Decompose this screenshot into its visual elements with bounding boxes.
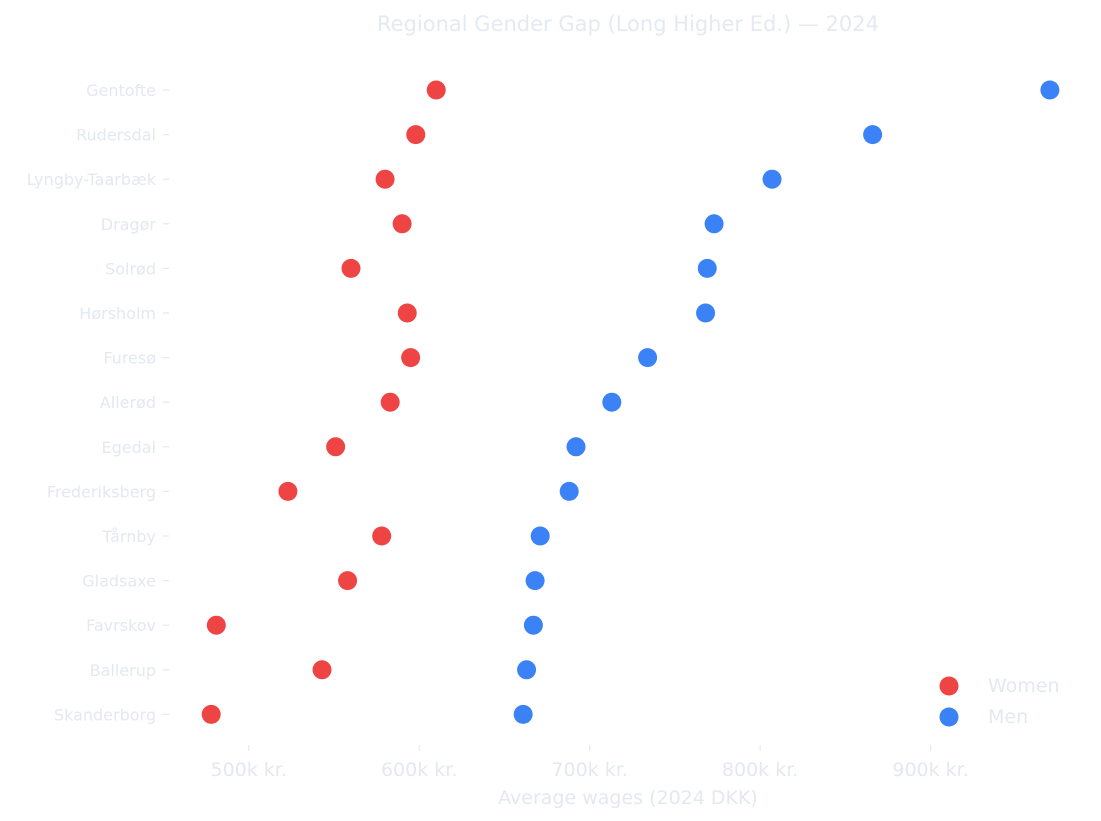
men-point (704, 214, 724, 234)
legend-marker-women (939, 676, 959, 696)
legend-label-women: Women (988, 675, 1060, 697)
men-point (517, 660, 537, 680)
x-tick-label: 500k kr. (210, 759, 286, 781)
x-axis: 500k kr. 600k kr. 700k kr. 800k kr. 900k kr. (210, 745, 969, 781)
men-point (762, 169, 782, 189)
women-point (341, 258, 361, 278)
legend: Women Men (939, 675, 1060, 728)
men-point (863, 125, 883, 145)
women-point (278, 481, 298, 501)
y-tick-label: Lyngby-Taarbæk (27, 170, 157, 189)
y-tick-label: Frederiksberg (47, 482, 156, 501)
chart-title: Regional Gender Gap (Long Higher Ed.) — … (377, 12, 879, 36)
women-point (206, 615, 226, 635)
y-tick-label: Gladsaxe (82, 572, 156, 591)
women-point (426, 80, 446, 100)
x-axis-label: Average wages (2024 DKK) (498, 787, 758, 809)
y-tick-label: Gentofte (86, 81, 156, 100)
data-points (201, 80, 1060, 724)
y-tick-label: Egedal (101, 438, 156, 457)
women-point (312, 660, 332, 680)
women-point (375, 169, 395, 189)
y-tick-label: Favrskov (86, 616, 156, 635)
x-tick-label: 800k kr. (722, 759, 798, 781)
women-point (380, 392, 400, 412)
men-point (566, 437, 586, 457)
x-tick-label: 700k kr. (551, 759, 627, 781)
y-tick-label: Skanderborg (54, 705, 156, 724)
legend-label-men: Men (988, 706, 1028, 728)
men-point (559, 481, 579, 501)
men-point (638, 348, 658, 368)
y-axis: Gentofte Rudersdal Lyngby-Taarbæk Dragør Sol… (27, 81, 169, 724)
men-point (1040, 80, 1060, 100)
x-tick-label: 600k kr. (381, 759, 457, 781)
men-point (523, 615, 543, 635)
y-tick-label: Hørsholm (79, 304, 156, 323)
women-point (397, 303, 417, 323)
men-point (697, 258, 717, 278)
x-tick-label: 900k kr. (892, 759, 968, 781)
y-tick-label: Tårnby (101, 527, 156, 546)
legend-marker-men (939, 707, 959, 727)
y-tick-label: Rudersdal (76, 126, 156, 145)
y-tick-label: Solrød (105, 259, 156, 278)
men-point (525, 571, 545, 591)
women-point (338, 571, 358, 591)
y-tick-label: Furesø (103, 349, 156, 368)
y-tick-label: Dragør (101, 215, 157, 234)
women-point (326, 437, 346, 457)
women-point (392, 214, 412, 234)
y-tick-label: Allerød (100, 393, 156, 412)
women-point (372, 526, 392, 546)
men-point (530, 526, 550, 546)
women-point (401, 348, 421, 368)
men-point (696, 303, 716, 323)
men-point (513, 704, 533, 724)
men-point (602, 392, 622, 412)
women-point (406, 125, 426, 145)
women-point (201, 704, 221, 724)
y-tick-label: Ballerup (90, 661, 156, 680)
